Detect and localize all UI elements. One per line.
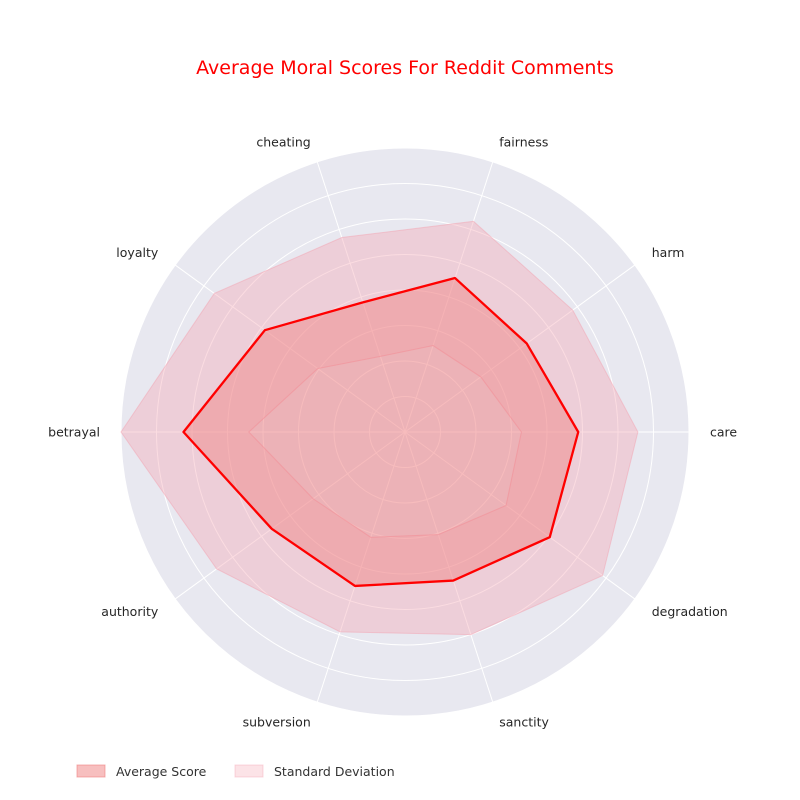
grid-spoke-degradation [404,431,636,600]
legend: Average Score Standard Deviation [76,764,395,779]
average-score-line [182,276,580,588]
axis-label-betrayal: betrayal [48,425,100,440]
grid-spoke-sanctity [404,431,494,703]
grid-spoke-cheating [316,161,406,433]
series-layer [120,220,639,636]
axis-label-cheating: cheating [256,134,310,149]
grid-spoke-authority [174,431,406,600]
legend-item-average-score: Average Score [76,764,207,779]
axis-label-authority: authority [101,604,159,619]
grid-spoke-subversion [316,431,406,703]
legend-swatch-average-score [76,764,106,778]
axis-label-loyalty: loyalty [116,245,159,260]
legend-label-average-score: Average Score [116,764,207,779]
axis-label-subversion: subversion [243,715,311,730]
average-score-area [183,278,579,586]
axis-labels: care harm fairness cheating loyalty betrayal a… [48,134,737,729]
grid-spoke-loyalty [174,264,406,433]
axis-label-care: care [710,425,737,440]
axis-label-degradation: degradation [652,604,728,619]
std-inner-area [248,345,522,538]
grid-spoke-harm [404,264,636,433]
axis-label-harm: harm [652,245,685,260]
legend-swatch-standard-deviation [234,764,264,778]
grid-spoke-fairness [404,161,494,433]
axis-label-fairness: fairness [499,134,548,149]
std-band [120,220,639,636]
legend-item-standard-deviation: Standard Deviation [234,764,395,779]
axis-label-sanctity: sanctity [499,715,549,730]
legend-label-standard-deviation: Standard Deviation [274,764,395,779]
chart-title: Average Moral Scores For Reddit Comments [196,57,614,79]
